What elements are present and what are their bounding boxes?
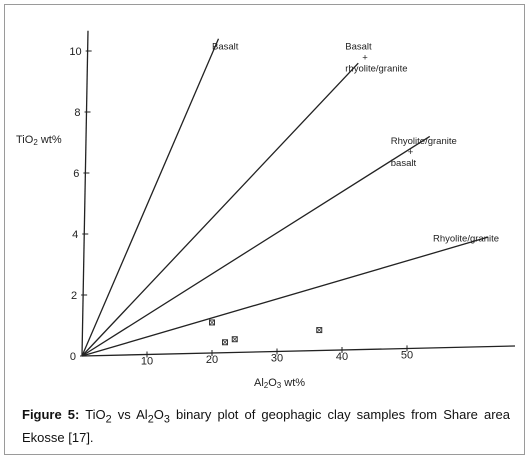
y-axis-title: TiO2 wt% <box>16 134 62 147</box>
y-tick-label: 8 <box>74 107 80 119</box>
field-annotation-line: Basalt <box>212 41 239 52</box>
field-annotation-line: basalt <box>391 158 417 169</box>
data-point-cross <box>232 336 238 342</box>
caption-text-3: O <box>153 407 164 422</box>
x-axis-title-b: 2 <box>264 381 269 390</box>
caption-text-1: TiO <box>79 407 106 422</box>
data-point <box>316 327 323 334</box>
field-annotation: Rhyolite/granite + basalt <box>391 136 457 169</box>
data-point <box>209 319 215 326</box>
y-tick-label: 4 <box>72 229 78 241</box>
x-axis-line <box>81 345 516 357</box>
data-point-cross <box>316 327 322 333</box>
field-annotation: Basalt + rhyolite/granite <box>345 41 407 74</box>
field-annotation: Rhyolite/granite <box>433 234 499 245</box>
x-tick-label: 20 <box>206 354 218 366</box>
caption-sub-3: 3 <box>163 413 170 426</box>
y-axis-title-rest: wt% <box>38 134 62 146</box>
data-point <box>222 339 228 346</box>
boundary-line <box>81 236 489 357</box>
field-annotation-line: Basalt <box>345 41 372 52</box>
figure-frame <box>4 4 525 455</box>
field-annotation-line: + <box>362 52 368 63</box>
x-tick-label: 50 <box>401 349 413 361</box>
x-axis-title-a: Al <box>254 377 264 389</box>
y-tick-label: 0 <box>70 351 76 363</box>
boundary-lines <box>81 38 489 357</box>
axes: 0 2 4 6 8 10 10 20 30 40 50 <box>69 30 516 367</box>
y-axis-title-sub: 2 <box>33 138 38 147</box>
x-tick-label: 10 <box>141 355 153 367</box>
y-axis-line <box>81 30 89 357</box>
y-tick-label: 6 <box>73 168 79 180</box>
data-point <box>231 336 238 343</box>
caption-text-4: binary plot of geophagic clay samples fr… <box>22 407 510 445</box>
field-annotations: Basalt Basalt + rhyolite/graniteRhyolite/gr… <box>212 41 499 244</box>
field-annotation-line: + <box>408 147 414 158</box>
data-point-cross <box>209 319 215 326</box>
boundary-line <box>81 38 220 357</box>
caption-text-2: vs Al <box>111 407 148 422</box>
y-tick-label: 2 <box>71 290 77 302</box>
x-axis-title-d: 3 <box>277 381 282 390</box>
x-axis-title-e: wt% <box>281 377 305 389</box>
caption-sub-1: 2 <box>105 413 112 426</box>
field-annotation-line: Rhyolite/granite <box>391 136 457 147</box>
caption-sub-2: 2 <box>147 413 154 426</box>
x-tick-label: 30 <box>271 352 283 364</box>
field-annotation-line: rhyolite/granite <box>345 63 407 74</box>
x-tick-label: 40 <box>336 351 348 363</box>
field-annotation: Basalt <box>212 41 239 52</box>
y-tick-label: 10 <box>69 46 81 58</box>
figure-caption: Figure 5: TiO2 vs Al2O3 binary plot of g… <box>22 406 510 446</box>
y-axis-title-main: TiO <box>16 134 34 146</box>
boundary-line <box>81 135 431 357</box>
x-axis-title: Al2O3 wt% <box>254 377 305 390</box>
x-axis-title-c: O <box>268 377 277 389</box>
data-points <box>209 319 323 346</box>
field-annotation-line: Rhyolite/granite <box>433 234 499 245</box>
data-point-cross <box>222 339 228 346</box>
boundary-line <box>81 62 359 357</box>
figure-label: Figure 5: <box>22 407 80 422</box>
